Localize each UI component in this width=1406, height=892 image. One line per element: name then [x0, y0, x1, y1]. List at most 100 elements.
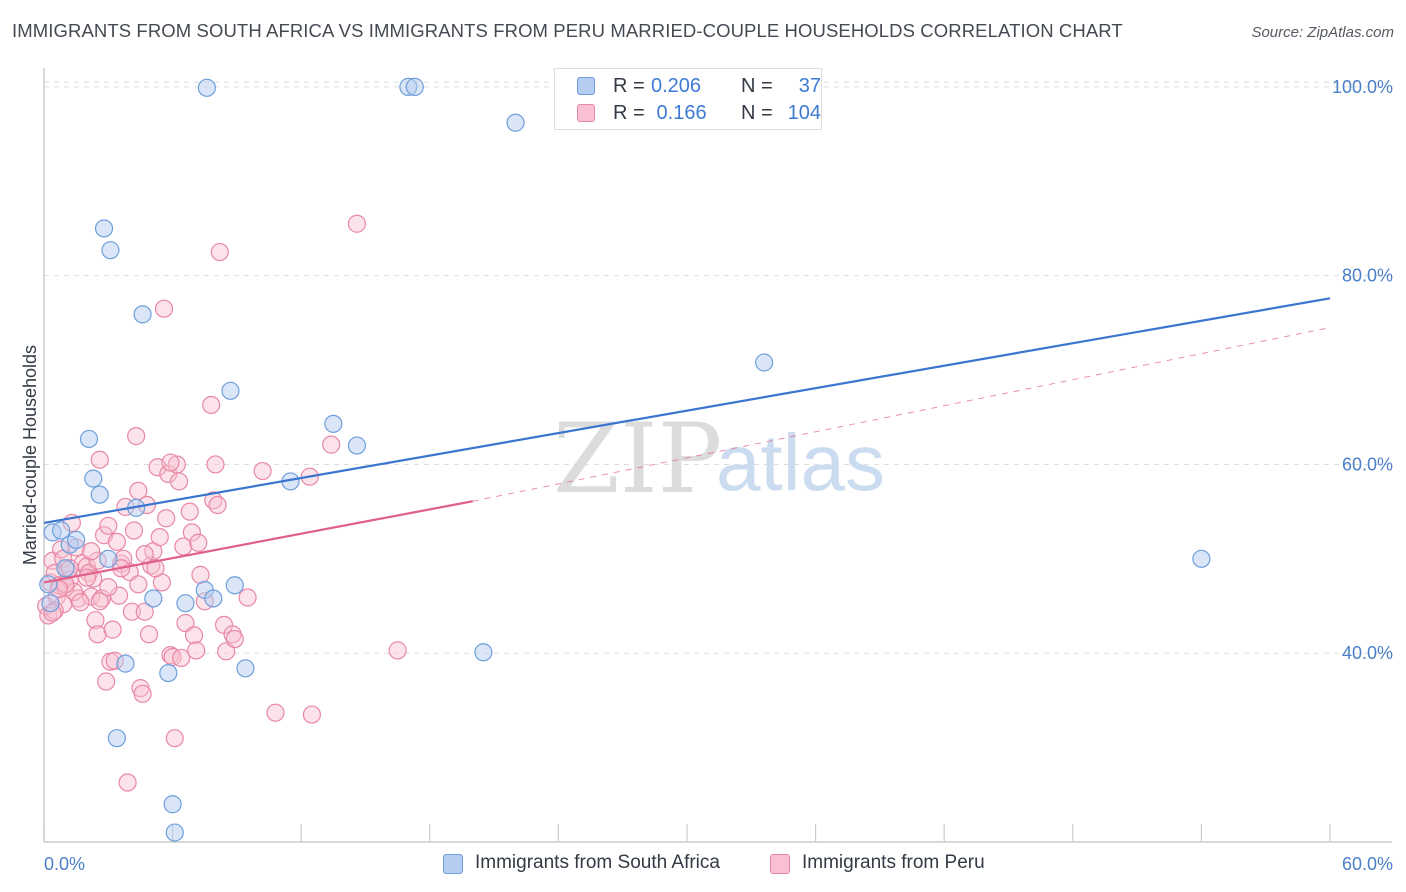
bottom-legend-label-peru: Immigrants from Peru	[802, 852, 985, 873]
south-africa-point	[474, 643, 493, 662]
south-africa-point	[41, 594, 60, 613]
south-africa-point	[101, 241, 120, 260]
peru-point	[127, 427, 146, 446]
peru-point	[388, 641, 407, 660]
peru-point	[225, 629, 244, 649]
peru-point	[107, 532, 126, 551]
peru-point	[184, 626, 204, 645]
chart-title: IMMIGRANTS FROM SOUTH AFRICA VS IMMIGRAN…	[12, 20, 1123, 41]
legend-swatch-south-africa	[577, 77, 595, 95]
peru-point	[135, 602, 154, 621]
y-axis-label: Married-couple Households	[20, 345, 40, 565]
bottom-legend-swatch-peru	[770, 854, 790, 874]
peru-point	[124, 521, 144, 540]
peru-point	[202, 395, 221, 415]
south-africa-point	[204, 589, 223, 608]
south-africa-point	[324, 414, 343, 433]
source-credit: Source: ZipAtlas.com	[1251, 24, 1394, 41]
y-tick-label: 100.0%	[1332, 77, 1393, 97]
south-africa-point	[52, 521, 71, 540]
south-africa-point	[347, 436, 367, 455]
legend-r-value: 0.166	[651, 102, 707, 124]
south-africa-point	[159, 663, 178, 683]
peru-point	[266, 703, 285, 722]
south-africa-point	[90, 485, 109, 504]
peru-point	[97, 672, 116, 691]
peru-point	[90, 592, 109, 611]
peru-point	[86, 611, 105, 630]
trendlines	[43, 297, 1331, 584]
legend-n-value: 104	[787, 102, 821, 124]
peru-point	[82, 542, 101, 561]
peru-point	[129, 575, 148, 594]
south-africa-point	[144, 589, 163, 608]
south-africa-point	[755, 353, 774, 372]
x-tick-labels: 0.0% 60.0%	[44, 854, 1393, 874]
legend-r-value: 0.206	[651, 75, 702, 97]
south-africa-point	[84, 469, 103, 488]
legend-n-label: N =	[741, 75, 773, 97]
south-africa-point	[236, 659, 255, 678]
legend-swatch-peru	[577, 104, 595, 122]
trendline-peru-extrapolated	[472, 327, 1331, 502]
peru-point	[302, 705, 322, 724]
peru-point	[322, 435, 341, 454]
peru-point	[217, 642, 236, 661]
peru-point	[180, 502, 199, 521]
peru-point	[182, 523, 201, 542]
peru-point	[71, 593, 90, 612]
axes	[43, 68, 1392, 843]
peru-point	[88, 625, 107, 644]
peru-point	[118, 773, 137, 792]
bottom-legend-swatch-south-africa	[443, 854, 463, 874]
south-africa-point	[133, 305, 152, 324]
watermark: ZIP atlas	[553, 403, 885, 515]
peru-point	[208, 495, 227, 515]
peru-point	[133, 684, 152, 703]
trendline-peru	[43, 500, 473, 584]
peru-point	[90, 450, 109, 469]
south-africa-point	[165, 823, 184, 842]
south-africa-point	[221, 381, 240, 400]
south-africa-point	[506, 113, 525, 132]
peru-point	[187, 641, 206, 660]
peru-point	[238, 588, 257, 607]
x-tick-label-max: 60.0%	[1342, 854, 1393, 874]
peru-point	[161, 453, 180, 472]
south-africa-point	[405, 77, 424, 96]
south-africa-point	[99, 549, 118, 568]
watermark-zip: ZIP	[553, 403, 722, 515]
trendline-south-africa	[43, 297, 1331, 525]
y-tick-label: 40.0%	[1342, 643, 1393, 663]
peru-point	[103, 620, 122, 639]
legend-n-label: N =	[741, 102, 773, 124]
peru-point	[191, 565, 210, 584]
peru-point	[157, 509, 176, 528]
peru-point	[189, 533, 208, 552]
series-south-africa	[39, 77, 1211, 842]
peru-point	[169, 472, 189, 491]
peru-point	[77, 568, 96, 587]
south-africa-point	[163, 795, 182, 814]
peru-point	[150, 528, 169, 547]
series-peru	[37, 214, 407, 792]
peru-point	[253, 461, 272, 481]
south-africa-point	[1192, 549, 1211, 568]
peru-point	[172, 648, 191, 668]
peru-point	[146, 559, 165, 578]
peru-point	[122, 602, 141, 621]
y-tick-labels: 40.0% 60.0% 80.0% 100.0%	[1332, 77, 1393, 663]
y-tick-label: 80.0%	[1342, 266, 1393, 286]
peru-point	[139, 625, 159, 644]
grid-lines	[44, 81, 1392, 654]
peru-point	[99, 516, 118, 535]
peru-point	[165, 729, 184, 748]
peru-point	[176, 613, 195, 633]
south-africa-point	[39, 575, 58, 594]
peru-point	[210, 242, 229, 262]
peru-point	[99, 578, 118, 597]
legend-r-label: R =	[613, 75, 645, 97]
x-tick-label-min: 0.0%	[44, 854, 85, 874]
south-africa-point	[79, 429, 99, 449]
